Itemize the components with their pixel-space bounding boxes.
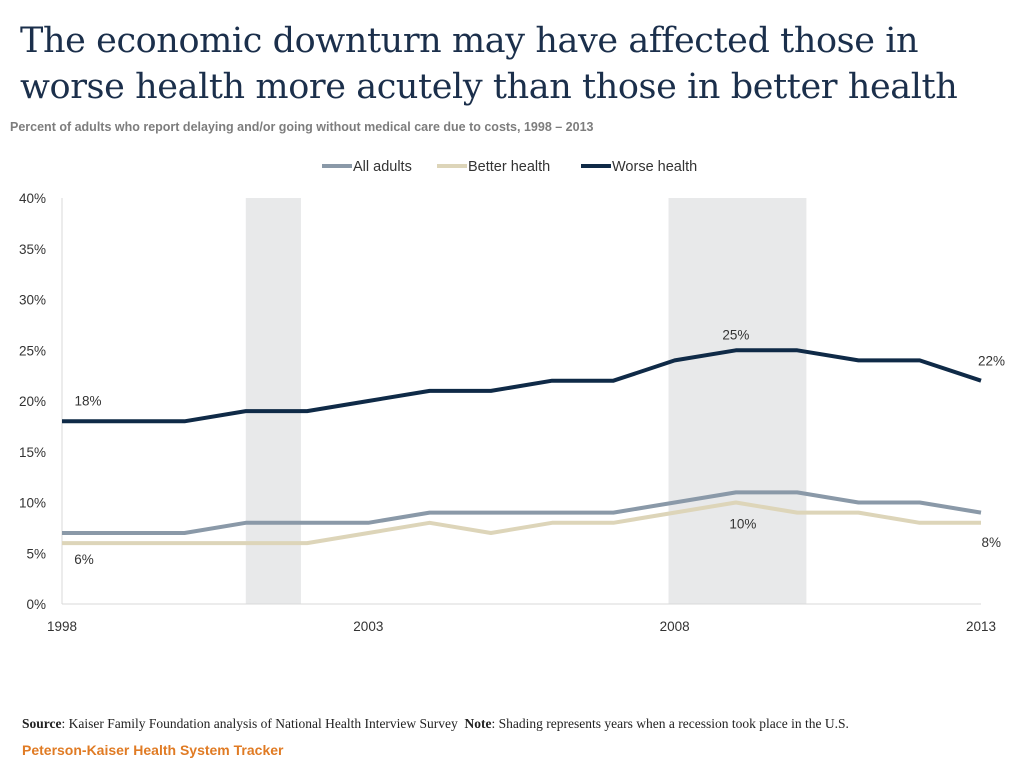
y-tick-label: 40% [19,191,46,206]
data-label: 25% [722,327,749,342]
data-label: 10% [729,517,756,532]
series-line-better-health [62,500,981,546]
y-tick-label: 15% [19,445,46,460]
y-tick-label: 25% [19,343,46,358]
x-tick-label: 1998 [47,619,77,634]
note-label: Note [464,716,492,731]
y-tick-label: 0% [26,597,46,612]
y-tick-label: 5% [26,546,46,561]
data-label: 6% [74,552,94,567]
note-text: : Shading represents years when a recess… [491,716,849,731]
legend-label-all-adults: All adults [353,159,412,175]
recession-shading-1 [245,198,301,604]
brand-logo-text: Peterson-Kaiser Health System Tracker [22,742,284,758]
chart-subtitle: Percent of adults who report delaying an… [10,120,594,134]
data-label: 8% [981,535,1001,550]
y-tick-label: 20% [19,394,46,409]
data-label: 18% [74,393,101,408]
recession-shading-2 [668,198,807,604]
data-label: 22% [978,354,1005,369]
x-tick-label: 2003 [353,619,383,634]
line-chart: 0% 5% 10% 15% 20% 25% 30% 35% 40% 1998 2003 2008 201… [19,159,1005,634]
x-tick-label: 2013 [966,619,996,634]
series-line-all-adults [62,490,982,535]
legend-label-better-health: Better health [468,159,550,175]
legend-label-worse-health: Worse health [612,159,697,175]
y-tick-label: 35% [19,242,46,257]
x-tick-label: 2008 [660,619,690,634]
chart-title: The economic downturn may have affected … [20,21,958,107]
y-tick-label: 10% [19,496,46,511]
series-line-worse-health [62,348,982,424]
source-text: : Kaiser Family Foundation analysis of N… [61,716,458,731]
y-tick-label: 30% [19,293,46,308]
source-note: Source: Kaiser Family Foundation analysi… [22,716,849,732]
source-label: Source [22,716,62,731]
